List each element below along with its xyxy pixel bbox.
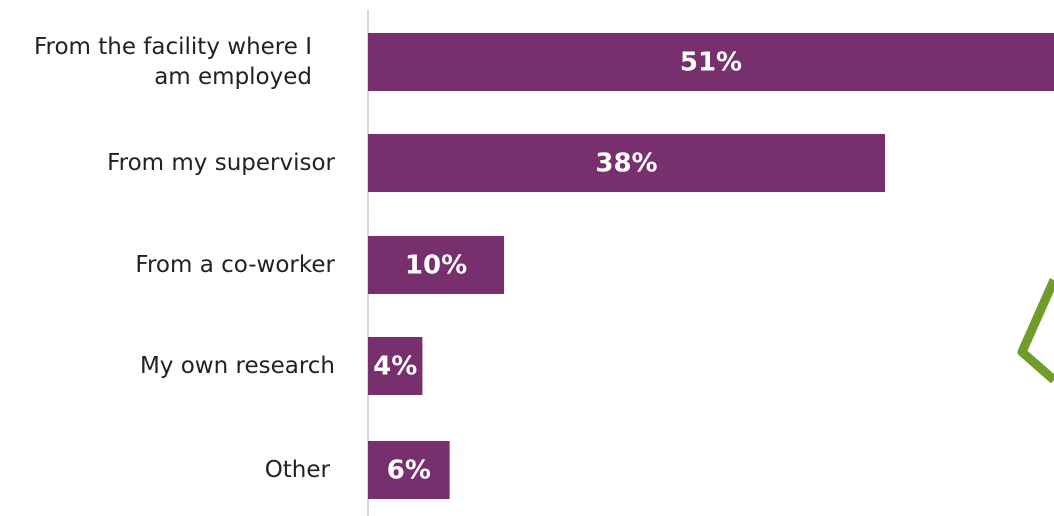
category-label: My own research bbox=[139, 353, 335, 379]
category-label: Other bbox=[264, 457, 330, 483]
decoration bbox=[1017, 278, 1054, 384]
category-label: From the facility where I am employed bbox=[33, 34, 312, 90]
value-label: 10% bbox=[405, 251, 467, 281]
category-label: From my supervisor bbox=[107, 150, 335, 176]
bar bbox=[368, 33, 1054, 91]
bar bbox=[368, 236, 505, 294]
value-label: 51% bbox=[680, 48, 742, 78]
value-label: 6% bbox=[387, 456, 431, 486]
category-label: From a co-worker bbox=[135, 252, 335, 278]
value-label: 4% bbox=[373, 352, 417, 382]
bar bbox=[368, 134, 885, 192]
bar bbox=[368, 441, 450, 499]
bar bbox=[368, 337, 423, 395]
value-label: 38% bbox=[595, 149, 657, 179]
